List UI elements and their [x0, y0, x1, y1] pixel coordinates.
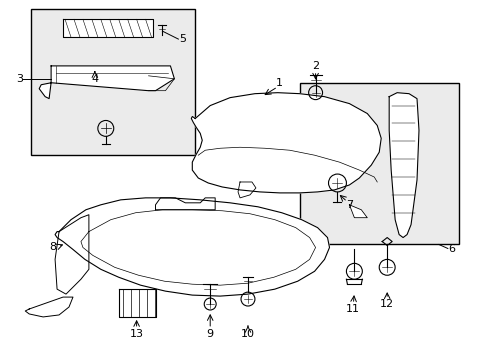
Text: 10: 10 — [241, 329, 254, 339]
Polygon shape — [155, 198, 215, 210]
Text: 6: 6 — [447, 244, 454, 255]
Text: 1: 1 — [276, 78, 283, 88]
Text: 9: 9 — [206, 329, 213, 339]
Text: 7: 7 — [345, 200, 352, 210]
Polygon shape — [55, 215, 89, 294]
Polygon shape — [191, 93, 381, 193]
Text: 2: 2 — [311, 61, 319, 71]
Bar — [299, 83, 458, 244]
Text: 4: 4 — [91, 74, 98, 84]
Polygon shape — [63, 19, 152, 37]
Polygon shape — [51, 66, 174, 91]
Bar — [31, 9, 195, 155]
Polygon shape — [39, 83, 51, 99]
Polygon shape — [349, 205, 366, 218]
Polygon shape — [119, 289, 155, 317]
Polygon shape — [388, 93, 418, 238]
Text: 11: 11 — [345, 304, 359, 314]
Polygon shape — [25, 297, 73, 317]
Text: 12: 12 — [379, 299, 393, 309]
Polygon shape — [55, 198, 329, 296]
Text: 13: 13 — [129, 329, 143, 339]
Text: 8: 8 — [49, 243, 57, 252]
Text: 5: 5 — [179, 34, 185, 44]
Text: 3: 3 — [16, 74, 23, 84]
